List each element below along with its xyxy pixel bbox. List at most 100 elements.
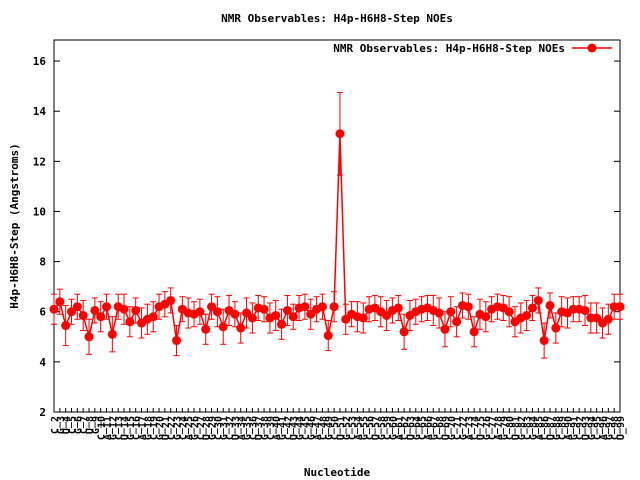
- data-point: [580, 305, 590, 315]
- y-tick-label: 14: [33, 105, 47, 118]
- x-tick-label: C_98: [610, 416, 621, 440]
- x-tick-label: U_14: [120, 416, 131, 440]
- x-tick-label: G_67: [429, 416, 440, 440]
- data-point: [393, 303, 403, 313]
- x-tick-label: C_74: [470, 416, 481, 440]
- x-tick-label: C_95: [593, 416, 604, 440]
- x-tick-label: C_53: [348, 416, 359, 440]
- x-tick-label: G_20: [155, 416, 166, 440]
- data-point: [539, 336, 549, 346]
- x-tick-label: G_64: [412, 416, 423, 440]
- x-tick-label: U_28: [202, 416, 213, 440]
- data-point: [148, 312, 158, 322]
- x-tick-label: A_54: [353, 416, 364, 440]
- x-tick-label: U_81: [511, 416, 522, 440]
- data-point: [55, 297, 65, 307]
- data-point: [533, 295, 543, 305]
- data-point: [259, 304, 269, 314]
- x-tick-label: A_73: [464, 416, 475, 440]
- x-tick-label: C_42: [283, 416, 294, 440]
- x-tick-label: A_17: [138, 416, 149, 440]
- x-tick-label: C_59: [383, 416, 394, 440]
- x-tick-label: C_27: [196, 416, 207, 440]
- data-point: [481, 312, 491, 322]
- x-tick-label: C_48: [318, 416, 329, 440]
- x-tick-label: C_22: [167, 416, 178, 440]
- data-point: [49, 304, 59, 314]
- data-point: [335, 129, 345, 139]
- data-point: [218, 322, 228, 332]
- x-tick-label: A_25: [184, 416, 195, 440]
- x-tick-label: G_84: [528, 416, 539, 440]
- x-tick-label: G_72: [458, 416, 469, 440]
- x-tick-label: G_23: [173, 416, 184, 440]
- data-point: [96, 312, 106, 322]
- data-point: [107, 329, 117, 339]
- data-point: [72, 302, 82, 312]
- data-point: [277, 319, 287, 329]
- x-tick-label: G_55: [359, 416, 370, 440]
- x-tick-label: G_44: [295, 416, 306, 440]
- legend-label: NMR Observables: H4p-H6H8-Step NOEs: [333, 42, 565, 55]
- x-tick-label: C_62: [400, 416, 411, 440]
- x-tick-label: G_60: [388, 416, 399, 440]
- x-tick-label: G_38: [260, 416, 271, 440]
- data-point: [102, 302, 112, 312]
- x-tick-label: G_88: [552, 416, 563, 440]
- x-tick-label: C_45: [301, 416, 312, 440]
- y-tick-label: 12: [33, 155, 46, 168]
- x-tick-label: G_35: [243, 416, 254, 440]
- x-tick-label: A_40: [272, 416, 283, 440]
- data-point: [67, 307, 77, 317]
- plot-frame: [53, 39, 621, 413]
- x-tick-label: C_5: [68, 416, 79, 434]
- data-point: [306, 309, 316, 319]
- data-point: [399, 327, 409, 337]
- x-tick-label: U_93: [581, 416, 592, 440]
- x-tick-label: U_51: [336, 416, 347, 440]
- data-point: [440, 324, 450, 334]
- x-tick-label: A_61: [394, 416, 405, 440]
- x-tick-label: G_15: [126, 416, 137, 440]
- x-tick-label: G_18: [143, 416, 154, 440]
- x-tick-label: U_63: [406, 416, 417, 440]
- y-tick-label: 8: [39, 256, 46, 269]
- x-tick-label: G_70: [447, 416, 458, 440]
- x-tick-label: C_36: [248, 416, 259, 440]
- x-tick-label: G_41: [278, 416, 289, 440]
- x-tick-label: G_58: [377, 416, 388, 440]
- data-point: [172, 336, 182, 346]
- x-tick-label: G_82: [517, 416, 528, 440]
- x-tick-label: C_77: [488, 416, 499, 440]
- x-tick-label: U_4: [62, 416, 73, 434]
- x-tick-label: A_11: [103, 416, 114, 440]
- data-point: [195, 307, 205, 317]
- x-tick-label: C_39: [266, 416, 277, 440]
- data-point: [125, 317, 135, 327]
- data-point: [463, 302, 473, 312]
- data-point: [317, 302, 327, 312]
- data-point: [341, 314, 351, 324]
- data-point: [212, 307, 222, 317]
- y-tick-label: 2: [39, 406, 46, 419]
- data-point: [434, 308, 444, 318]
- x-tick-label: C_92: [575, 416, 586, 440]
- x-tick-label: A_78: [493, 416, 504, 440]
- data-point: [323, 331, 333, 341]
- x-tick-label: A_34: [237, 416, 248, 440]
- data-point: [84, 332, 94, 342]
- y-tick-label: 6: [39, 306, 46, 319]
- x-tick-label: U_33: [231, 416, 242, 440]
- x-tick-label: C_30: [213, 416, 224, 440]
- x-tick-label: C_19: [149, 416, 160, 440]
- x-tick-label: G_94: [587, 416, 598, 440]
- data-point: [615, 302, 625, 312]
- x-tick-label: G_26: [190, 416, 201, 440]
- x-tick-label: C_2: [50, 416, 61, 434]
- x-tick-label: G_52: [342, 416, 353, 440]
- data-point: [288, 312, 298, 322]
- x-tick-label: G_31: [219, 416, 230, 440]
- data-point: [201, 324, 211, 334]
- data-point: [329, 302, 339, 312]
